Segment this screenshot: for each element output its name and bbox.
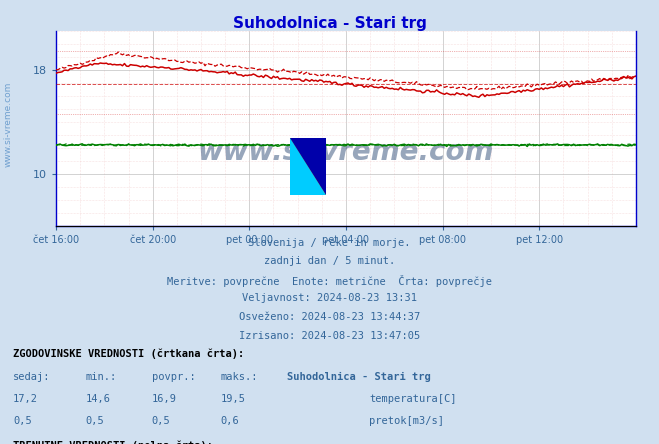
- Text: 0,5: 0,5: [152, 416, 170, 426]
- Text: Osveženo: 2024-08-23 13:44:37: Osveženo: 2024-08-23 13:44:37: [239, 312, 420, 322]
- Text: www.si-vreme.com: www.si-vreme.com: [3, 82, 13, 167]
- Polygon shape: [290, 138, 326, 195]
- Text: maks.:: maks.:: [221, 372, 258, 382]
- Text: Slovenija / reke in morje.: Slovenija / reke in morje.: [248, 238, 411, 248]
- Text: ZGODOVINSKE VREDNOSTI (črtkana črta):: ZGODOVINSKE VREDNOSTI (črtkana črta):: [13, 349, 244, 359]
- Text: www.si-vreme.com: www.si-vreme.com: [198, 138, 494, 166]
- Text: min.:: min.:: [86, 372, 117, 382]
- Text: 19,5: 19,5: [221, 394, 246, 404]
- Text: Suhodolnica - Stari trg: Suhodolnica - Stari trg: [287, 372, 430, 382]
- Text: 0,6: 0,6: [221, 416, 239, 426]
- Text: Suhodolnica - Stari trg: Suhodolnica - Stari trg: [233, 16, 426, 31]
- Text: 0,5: 0,5: [86, 416, 104, 426]
- Text: 16,9: 16,9: [152, 394, 177, 404]
- Text: sedaj:: sedaj:: [13, 372, 51, 382]
- Text: zadnji dan / 5 minut.: zadnji dan / 5 minut.: [264, 256, 395, 266]
- Text: 0,5: 0,5: [13, 416, 32, 426]
- Text: Meritve: povprečne  Enote: metrične  Črta: povprečje: Meritve: povprečne Enote: metrične Črta:…: [167, 275, 492, 287]
- Text: 14,6: 14,6: [86, 394, 111, 404]
- Text: TRENUTNE VREDNOSTI (polna črta):: TRENUTNE VREDNOSTI (polna črta):: [13, 440, 213, 444]
- Text: 17,2: 17,2: [13, 394, 38, 404]
- Text: pretok[m3/s]: pretok[m3/s]: [369, 416, 444, 426]
- Polygon shape: [290, 138, 326, 195]
- Text: temperatura[C]: temperatura[C]: [369, 394, 457, 404]
- Polygon shape: [290, 138, 326, 166]
- Text: Izrisano: 2024-08-23 13:47:05: Izrisano: 2024-08-23 13:47:05: [239, 331, 420, 341]
- Text: Veljavnost: 2024-08-23 13:31: Veljavnost: 2024-08-23 13:31: [242, 293, 417, 304]
- Text: povpr.:: povpr.:: [152, 372, 195, 382]
